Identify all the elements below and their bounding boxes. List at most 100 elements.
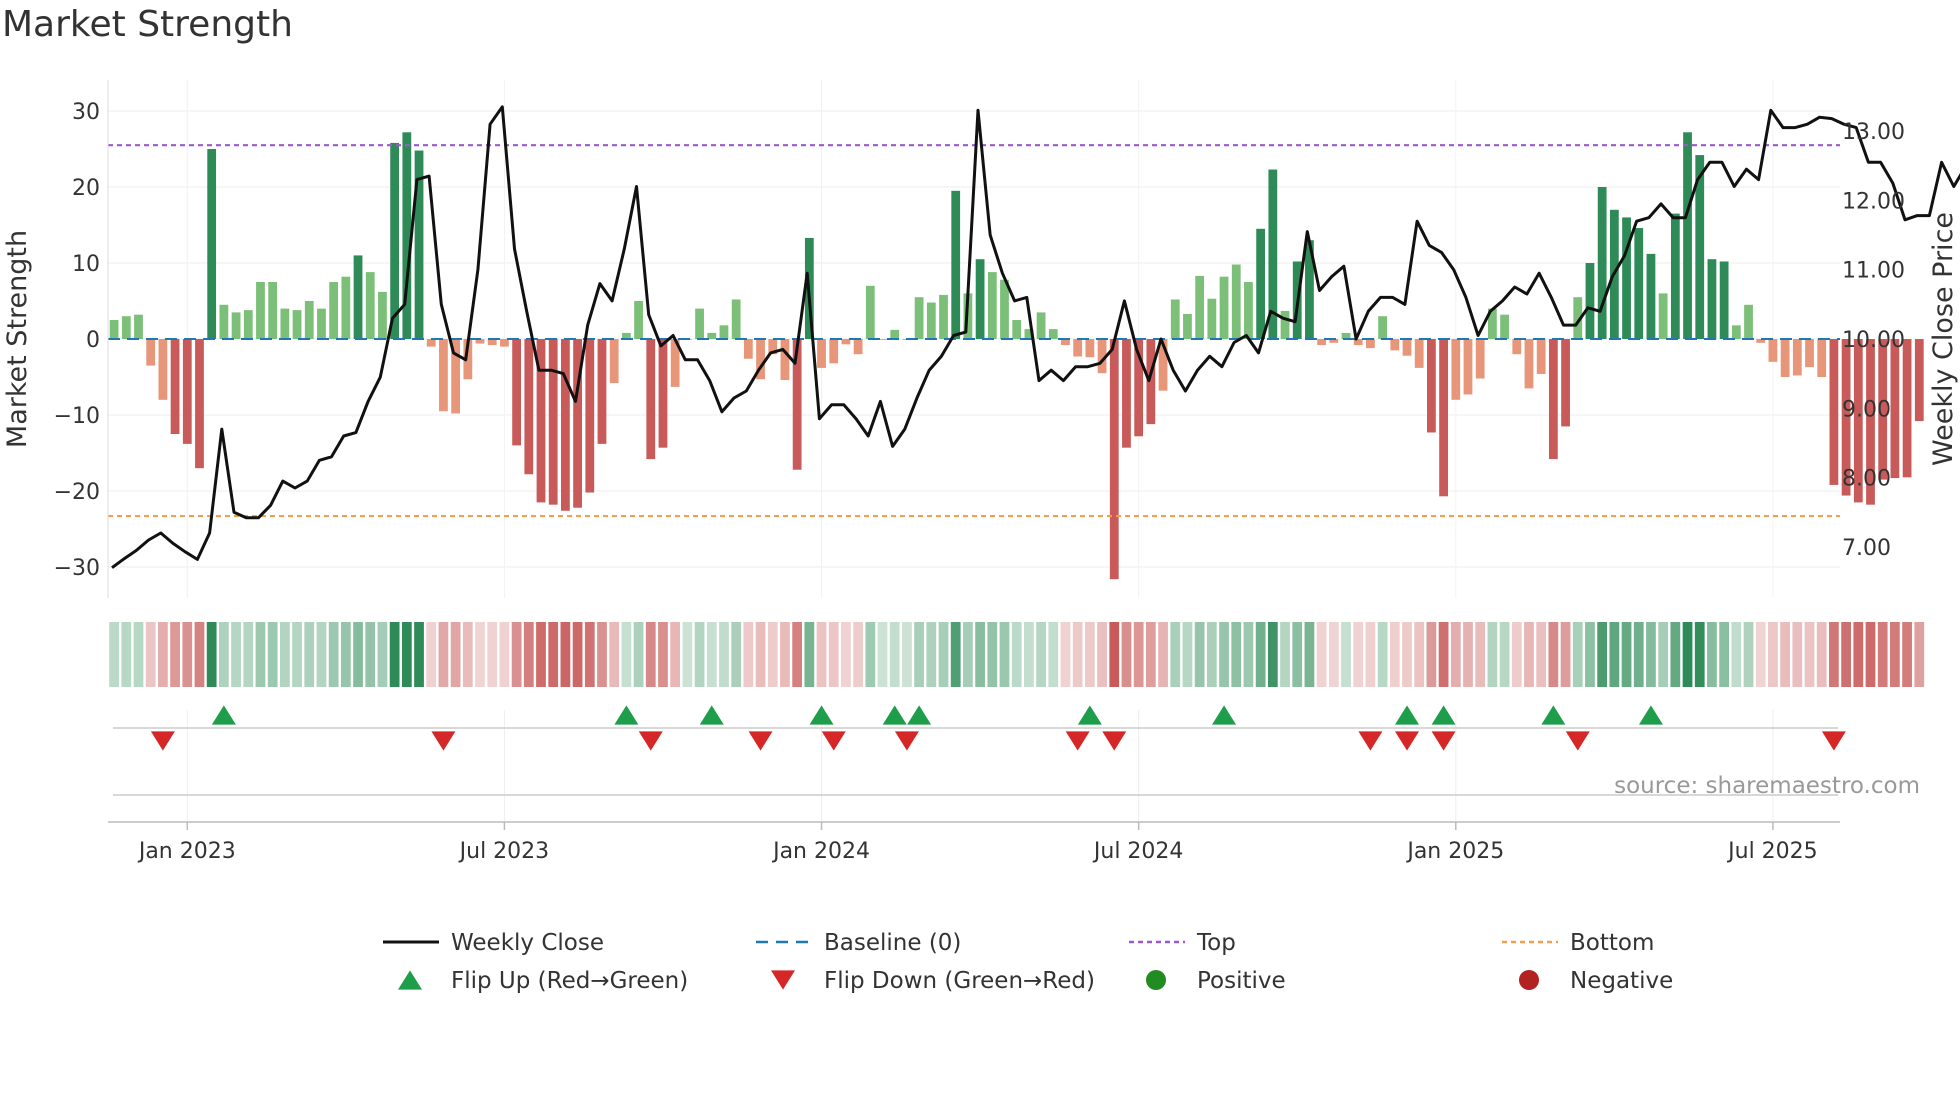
strength-bar: [1378, 316, 1387, 339]
strength-bar: [207, 149, 217, 339]
flip-up-icon: [398, 970, 422, 990]
legend-item: Top: [1129, 930, 1236, 956]
strip-cell: [1170, 622, 1181, 687]
strip-cell: [1206, 622, 1217, 687]
strip-cell: [706, 622, 717, 687]
strip-cell: [340, 622, 351, 687]
strip-cell: [1219, 622, 1229, 687]
strip-cell: [1890, 622, 1900, 687]
strength-bar: [109, 320, 119, 339]
strip-cell: [1377, 622, 1388, 687]
legend: Weekly Close Baseline (0) Top Bottom Flip Up…: [383, 930, 1673, 994]
strength-bar: [1695, 155, 1705, 339]
chart-title: Market Strength: [2, 4, 293, 45]
strip-cell: [853, 622, 864, 687]
strip-cell: [121, 622, 132, 687]
strength-bar: [1902, 339, 1912, 478]
strip-cell: [475, 622, 485, 687]
strength-bar: [1048, 329, 1058, 339]
strip-cell: [170, 622, 180, 687]
strength-bar: [792, 339, 802, 470]
strength-bar: [1683, 132, 1692, 339]
strength-bar: [1463, 339, 1473, 395]
x-axis: Jan 2023 Jul 2023 Jan 2024 Jul 2024 Jan 2025…: [108, 794, 1840, 864]
strength-bar: [1597, 187, 1607, 339]
strength-bar: [1914, 339, 1924, 422]
strength-bar: [219, 304, 229, 339]
strength-bar: [1024, 329, 1034, 339]
strength-bar: [926, 302, 936, 339]
strength-bar: [1719, 261, 1729, 339]
strength-bar: [841, 339, 851, 345]
strip-cell: [1426, 622, 1437, 687]
strength-bar: [731, 299, 741, 339]
strength-bar: [304, 301, 314, 339]
legend-label: Negative: [1570, 968, 1673, 994]
strength-bar: [1561, 339, 1570, 427]
strength-bar: [1792, 339, 1802, 376]
strength-bar: [1183, 313, 1192, 339]
strength-bar: [353, 255, 363, 339]
strength-bar: [1073, 339, 1083, 357]
strip-cell: [133, 622, 144, 687]
strip-cell: [1621, 622, 1632, 687]
strip-cell: [194, 622, 205, 687]
strength-bar: [182, 339, 192, 444]
strength-bar: [1414, 339, 1424, 368]
strength-bar: [195, 339, 204, 469]
strip-cell: [584, 622, 595, 687]
legend-item: Positive: [1146, 968, 1286, 994]
strip-cell: [1768, 622, 1778, 687]
flip-up-marker: [211, 705, 236, 725]
strength-bar: [439, 339, 448, 412]
strip-cell: [1011, 622, 1022, 687]
strip-cell: [1389, 622, 1400, 687]
strip-cell: [1133, 622, 1144, 687]
strip-cell: [1914, 622, 1925, 687]
strength-bar: [1780, 339, 1790, 377]
strength-bar: [1122, 339, 1131, 448]
strip-cell: [743, 622, 754, 687]
legend-label: Baseline (0): [824, 930, 961, 956]
strip-cell: [438, 622, 449, 687]
strip-cell: [1145, 622, 1156, 687]
strip-cell: [1036, 622, 1046, 687]
strength-bar: [1573, 297, 1583, 339]
strength-bar: [1853, 339, 1863, 503]
strength-bar: [243, 310, 253, 339]
strength-bar: [1866, 339, 1875, 505]
strip-cell: [1670, 622, 1681, 687]
strip-cell: [1353, 622, 1364, 687]
strip-cell: [1194, 622, 1205, 687]
strip-cell: [609, 622, 620, 687]
flip-down-marker: [1358, 731, 1383, 751]
strip-cell: [377, 622, 388, 687]
right-tick-label: 10.00: [1842, 328, 1905, 353]
right-tick-label: 12.00: [1842, 189, 1905, 214]
legend-item: Bottom: [1502, 930, 1654, 956]
strength-bar: [134, 314, 143, 339]
strength-bar: [1451, 339, 1461, 400]
flip-down-marker: [1431, 731, 1456, 751]
strength-bar: [390, 142, 400, 339]
x-tick-label: Jul 2023: [458, 839, 550, 864]
flip-down-icon: [771, 970, 795, 990]
strength-bar: [512, 339, 521, 446]
strip-cell: [1743, 622, 1754, 687]
strength-bar: [487, 339, 497, 346]
strip-cell: [1511, 622, 1522, 687]
strength-bar: [1170, 299, 1180, 339]
strip-cell: [499, 622, 510, 687]
strip-cell: [450, 622, 461, 687]
strip-cell: [1292, 622, 1303, 687]
strength-bar: [1427, 339, 1436, 433]
strip-cell: [938, 622, 949, 687]
strip-cell: [670, 622, 681, 687]
strength-bar: [1512, 339, 1522, 355]
strength-bar: [768, 339, 778, 355]
strength-bar: [158, 339, 168, 400]
strip-cell: [182, 622, 193, 687]
strength-bar: [1622, 217, 1631, 339]
strength-bar: [853, 339, 863, 355]
strength-bar: [695, 308, 704, 339]
